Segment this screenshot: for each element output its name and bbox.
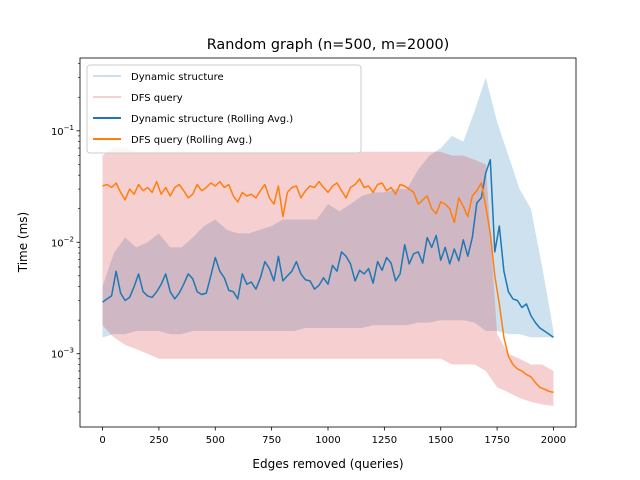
x-tick-label: 2000 (541, 435, 566, 446)
series-band-0 (102, 77, 554, 338)
x-tick-label: 1250 (372, 435, 397, 446)
x-axis-label: Edges removed (queries) (252, 457, 403, 471)
x-tick-label: 500 (206, 435, 225, 446)
x-tick-label: 1000 (315, 435, 340, 446)
series-line-2 (102, 158, 554, 339)
x-tick-label: 250 (149, 435, 168, 446)
x-tick-label: 0 (99, 435, 105, 446)
rolling-avg-layer (102, 158, 554, 394)
plot-area (102, 77, 554, 406)
legend-label-0: Dynamic structure (131, 72, 224, 83)
y-tick-exponent: −3 (64, 347, 74, 355)
legend: Dynamic structure DFS query Dynamic struct… (86, 64, 362, 154)
x-axis-ticks: 0 250 500 750 1000 1250 1500 1750 2000 (99, 427, 566, 446)
legend-box (86, 64, 362, 154)
chart-title: Random graph (n=500, m=2000) (207, 37, 450, 53)
series-line-3 (102, 178, 554, 394)
legend-label-1: DFS query (131, 93, 183, 104)
raw-series-layer (102, 77, 554, 406)
y-tick-exponent: −1 (64, 124, 74, 132)
legend-label-2: Dynamic structure (Rolling Avg.) (131, 114, 293, 125)
legend-label-3: DFS query (Rolling Avg.) (131, 135, 252, 146)
x-tick-label: 750 (262, 435, 281, 446)
x-tick-label: 1750 (484, 435, 509, 446)
x-tick-label: 1500 (428, 435, 453, 446)
series-band-1 (102, 148, 554, 406)
y-tick-exponent: −2 (64, 235, 74, 243)
y-axis-label: Time (ms) (16, 212, 30, 274)
